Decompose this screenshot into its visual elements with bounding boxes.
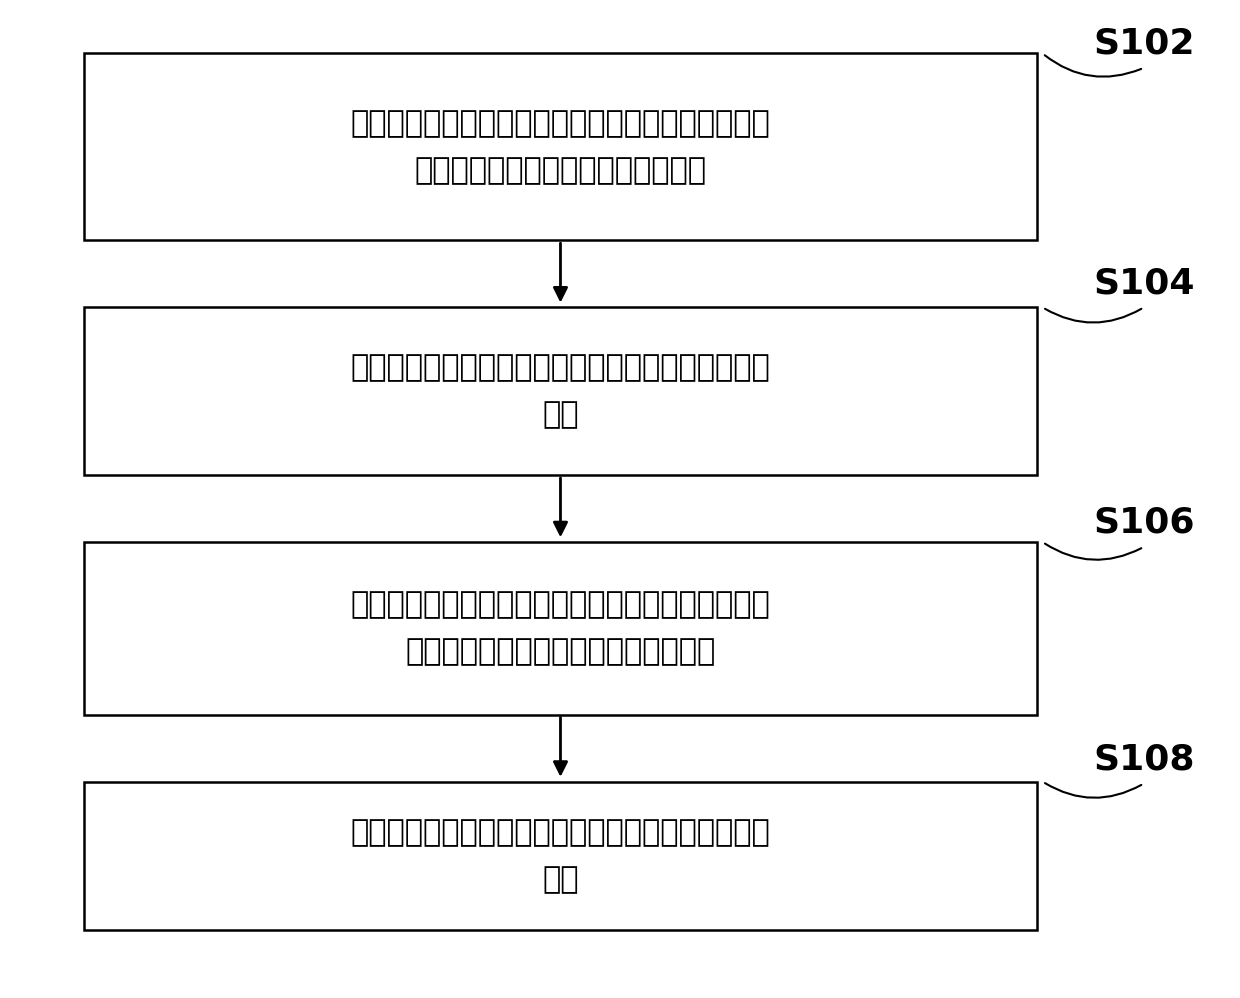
Text: S104: S104: [1092, 266, 1194, 300]
FancyBboxPatch shape: [84, 781, 1037, 930]
Text: 将目标回收扭矩发送至电机，触发电机进行刹车能量
回收: 将目标回收扭矩发送至电机，触发电机进行刹车能量 回收: [351, 817, 770, 894]
Text: 基于初始回收扭矩、最大回收扭矩和制动减速度对总
轮边扭矩进行分配，输出目标回收扭矩: 基于初始回收扭矩、最大回收扭矩和制动减速度对总 轮边扭矩进行分配，输出目标回收扭…: [351, 590, 770, 667]
FancyArrowPatch shape: [1045, 55, 1141, 77]
FancyArrowPatch shape: [1045, 308, 1141, 322]
Text: S102: S102: [1092, 27, 1194, 61]
FancyBboxPatch shape: [84, 307, 1037, 475]
Text: S106: S106: [1092, 506, 1194, 540]
FancyBboxPatch shape: [84, 542, 1037, 715]
Text: S108: S108: [1092, 743, 1194, 776]
FancyArrowPatch shape: [1045, 544, 1141, 560]
Text: 根据主缸压力值计算当前车辆的总轮边扭矩和制动减
速度: 根据主缸压力值计算当前车辆的总轮边扭矩和制动减 速度: [351, 353, 770, 429]
FancyArrowPatch shape: [1045, 783, 1141, 797]
FancyBboxPatch shape: [84, 54, 1037, 241]
Text: 在刹车能量回收系统激活时，获取当前车辆的主缸压
力值、最大回收扭矩和初始回收扭矩: 在刹车能量回收系统激活时，获取当前车辆的主缸压 力值、最大回收扭矩和初始回收扭矩: [351, 109, 770, 185]
